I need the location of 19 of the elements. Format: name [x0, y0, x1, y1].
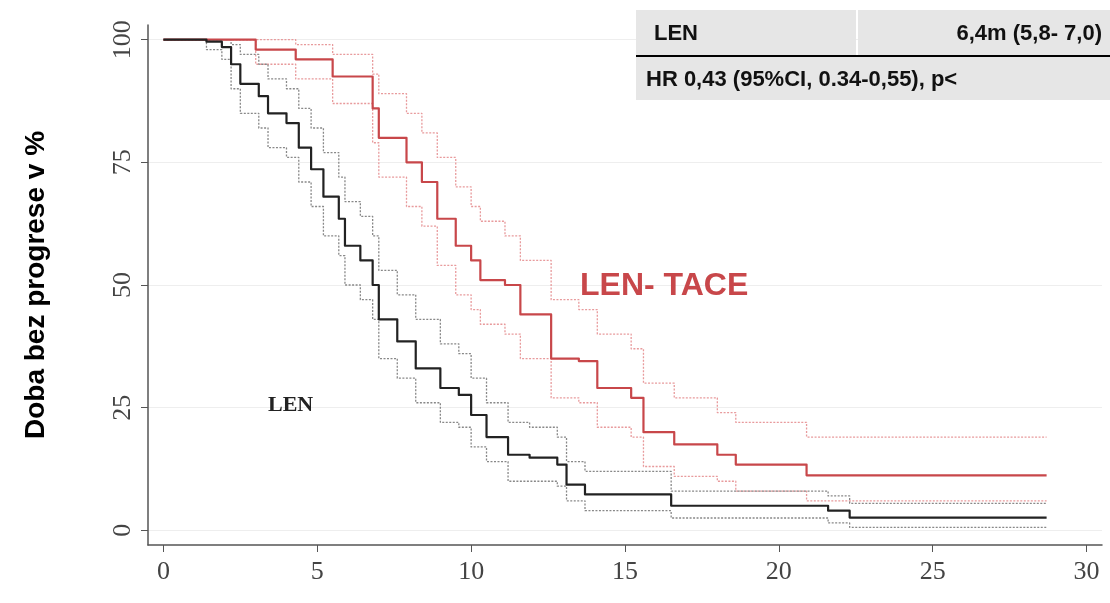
annotation: HR 0,43 (95%CI, 0.34-0,55), p< [636, 57, 1110, 100]
y-tick-label: 100 [106, 20, 136, 60]
x-tick-label: 25 [919, 555, 946, 585]
y-tick-label: 0 [106, 523, 136, 537]
x-tick-label: 0 [156, 555, 170, 585]
annotation: 6,4m (5,8- 7,0) [858, 10, 1110, 55]
y-axis-title: Doba bez progrese v % [18, 130, 50, 440]
x-tick-label: 30 [1073, 555, 1100, 585]
x-tick-label: 5 [310, 555, 324, 585]
text: LEN [268, 390, 314, 416]
annotation: LEN [636, 10, 856, 55]
x-tick-label: 10 [458, 555, 485, 585]
y-tick-label: 75 [106, 149, 136, 176]
y-tick-label: 50 [106, 272, 136, 298]
y-tick-label: 25 [106, 394, 136, 421]
series-label: LEN- TACE [580, 266, 749, 302]
info-table: LEN 6,4m (5,8- 7,0) HR 0,43 (95%CI, 0.34-0,55), p< [636, 10, 1110, 100]
x-tick-label: 15 [612, 555, 638, 585]
x-tick-label: 20 [765, 555, 792, 585]
